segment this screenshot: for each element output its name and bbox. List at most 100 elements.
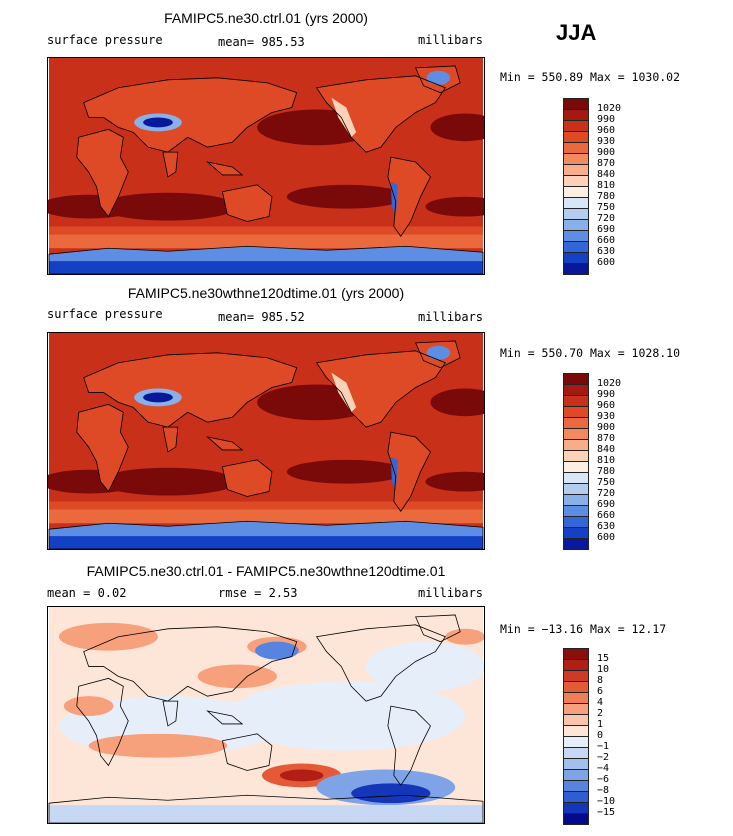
high-pressure-cell xyxy=(425,471,484,492)
colorbar-label: 900 xyxy=(597,147,616,158)
land-area xyxy=(387,157,431,237)
panel-3-map xyxy=(47,606,485,824)
colorbar-label: 840 xyxy=(597,444,616,455)
coastline xyxy=(162,151,179,178)
colorbar-label: 930 xyxy=(597,136,616,147)
diff-positive xyxy=(197,664,277,689)
colorbar-label: −1 xyxy=(597,741,610,752)
land-area xyxy=(83,77,297,153)
colorbar-label: 810 xyxy=(597,455,616,466)
colorbar-label: −6 xyxy=(597,774,610,785)
colorbar-label: 630 xyxy=(597,246,616,257)
colorbar-label: 750 xyxy=(597,202,616,213)
diff-positive-max xyxy=(279,769,324,782)
colorbar-label: 690 xyxy=(597,499,616,510)
coastline xyxy=(162,700,179,727)
land-area xyxy=(76,129,129,217)
land-area xyxy=(76,404,129,492)
coastline xyxy=(315,350,446,428)
coastline xyxy=(206,710,244,725)
colorbar-label: 600 xyxy=(597,532,616,543)
coastline xyxy=(76,128,129,218)
colorbar-label: 6 xyxy=(597,686,604,697)
colorbar-label: 840 xyxy=(597,169,616,180)
land-area xyxy=(207,437,243,450)
panel-3-mean-label: mean = 0.02 xyxy=(47,586,127,600)
colorbar-label: 960 xyxy=(597,125,616,136)
diff-negative-weak xyxy=(366,641,484,692)
diff-negative-strong xyxy=(255,641,299,660)
map-svg xyxy=(48,607,484,823)
land-area xyxy=(207,162,243,175)
colorbar-label: 15 xyxy=(597,653,610,664)
diff-positive xyxy=(88,733,228,758)
panel-2-units-label: millibars xyxy=(418,310,484,324)
colorbar-label: 660 xyxy=(597,510,616,521)
colorbar-label: 660 xyxy=(597,235,616,246)
southern-low-band xyxy=(49,234,483,249)
high-pressure-cell xyxy=(430,388,484,417)
tibet-plateau-core xyxy=(143,392,173,403)
land-area xyxy=(222,459,272,497)
tibet-plateau-core xyxy=(143,117,173,128)
panel-1-title: FAMIPC5.ne30.ctrl.01 (yrs 2000) xyxy=(164,10,368,26)
southern-negative-band xyxy=(49,805,483,823)
panel-1-variable-label: surface pressure xyxy=(47,33,163,47)
colorbar-swatch xyxy=(563,263,589,275)
panel-2-map xyxy=(47,332,485,550)
colorbar-label: 870 xyxy=(597,433,616,444)
colorbar-label: 810 xyxy=(597,180,616,191)
high-pressure-cell xyxy=(286,459,406,484)
colorbar-label: −10 xyxy=(597,796,616,807)
colorbar-label: 930 xyxy=(597,411,616,422)
southern-low-band xyxy=(49,501,483,510)
rocky-mountains xyxy=(331,372,357,413)
map-svg xyxy=(48,58,484,274)
panel-3-minmax: Min = −13.16 Max = 12.17 xyxy=(500,622,667,636)
coastline xyxy=(206,436,244,451)
panel-1-map xyxy=(47,57,485,275)
colorbar-label: −4 xyxy=(597,763,610,774)
colorbar-label: 750 xyxy=(597,477,616,488)
colorbar-label: 1020 xyxy=(597,103,622,114)
rocky-mountains xyxy=(331,97,357,138)
coastline xyxy=(315,75,446,153)
colorbar-label: 990 xyxy=(597,114,616,125)
panel-3-rmse-label: rmse = 2.53 xyxy=(218,586,298,600)
southern-low-band xyxy=(49,509,483,524)
greenland-ice xyxy=(426,70,451,85)
coastline xyxy=(387,156,431,238)
map-svg xyxy=(48,333,484,549)
high-pressure-cell xyxy=(98,192,238,221)
colorbar-label: −8 xyxy=(597,785,610,796)
panel-2-variable-label: surface pressure xyxy=(47,307,163,321)
colorbar-label: 8 xyxy=(597,675,604,686)
coastline xyxy=(415,614,461,643)
colorbar-swatch xyxy=(563,538,589,550)
high-pressure-cell xyxy=(98,467,238,496)
coastline xyxy=(221,184,273,222)
colorbar-label: −15 xyxy=(597,807,616,818)
panel-2-minmax: Min = 550.70 Max = 1028.10 xyxy=(500,346,681,360)
panel-1-units-label: millibars xyxy=(418,33,484,47)
coastline xyxy=(48,245,484,274)
colorbar-label: 990 xyxy=(597,389,616,400)
panel-3-title: FAMIPC5.ne30.ctrl.01 - FAMIPC5.ne30wthne… xyxy=(86,563,446,579)
coastline xyxy=(387,705,431,787)
panel-1-minmax: Min = 550.89 Max = 1030.02 xyxy=(500,70,681,84)
panel-1-mean-label: mean= 985.53 xyxy=(218,35,305,49)
antarctica-interior xyxy=(49,261,483,274)
colorbar-label: 870 xyxy=(597,158,616,169)
coastline xyxy=(206,161,244,176)
colorbar-label: 4 xyxy=(597,697,604,708)
coastline xyxy=(221,459,273,497)
colorbar-label: 900 xyxy=(597,422,616,433)
panel-2-title: FAMIPC5.ne30wthne120dtime.01 (yrs 2000) xyxy=(127,285,405,301)
high-pressure-cell xyxy=(425,196,484,217)
coastline xyxy=(415,340,461,369)
diff-positive xyxy=(58,622,158,651)
land-area xyxy=(222,184,272,222)
colorbar-label: 720 xyxy=(597,488,616,499)
diff-negative-weak xyxy=(227,681,466,751)
colorbar-label: 720 xyxy=(597,213,616,224)
